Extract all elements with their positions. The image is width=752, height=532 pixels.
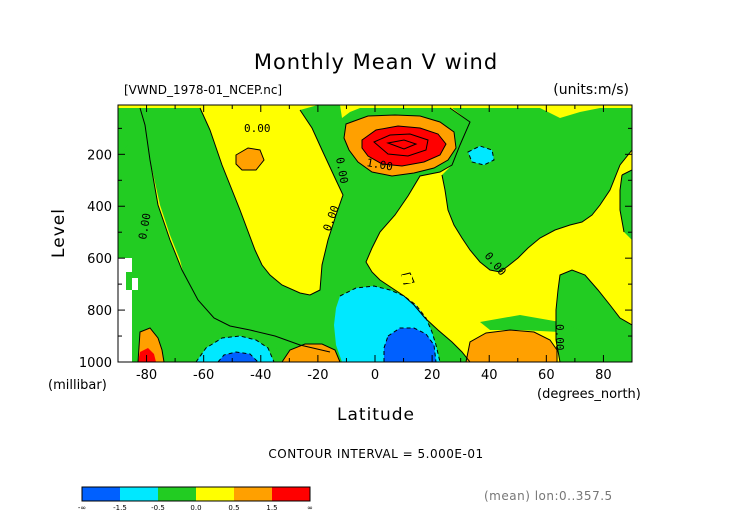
- units-label: (units:m/s): [553, 82, 629, 98]
- y-tick-label: 600: [87, 252, 112, 267]
- x-tick-label: -40: [250, 368, 271, 383]
- x-tick-label: 80: [595, 368, 612, 383]
- x-tick-label: -80: [136, 368, 157, 383]
- fill-band-05-15: [236, 148, 264, 170]
- fill-band-neg05-0: [118, 128, 128, 152]
- x-tick-label: -20: [307, 368, 328, 383]
- colorbar-tick-label: -∞: [78, 504, 86, 512]
- fill-band-lt-neg15: [218, 352, 258, 362]
- fill-band-neg05-0: [118, 108, 380, 362]
- y-tick-label: 1000: [79, 356, 112, 371]
- colorbar-tick-label: 0.0: [190, 504, 201, 512]
- colorbar-tick-label: 1.5: [266, 504, 277, 512]
- y-tick-label: 200: [87, 148, 112, 163]
- y-tick-label: 400: [87, 200, 112, 215]
- x-tick-label: 0: [371, 368, 379, 383]
- colorbar-swatch: [158, 487, 196, 501]
- y-unit-label: (millibar): [48, 378, 107, 393]
- colorbar-labels: -∞ -1.5 -0.5 0.0 0.5 1.5 ∞: [78, 504, 313, 512]
- fill-band-neg15-neg05: [468, 146, 494, 165]
- contour-label: 0.00: [553, 324, 566, 351]
- colorbar-tick-label: -1.5: [113, 504, 127, 512]
- y-tick-label: 800: [87, 304, 112, 319]
- fill-band-05-15: [466, 330, 557, 362]
- contour-interval-label: CONTOUR INTERVAL = 5.000E-01: [268, 447, 483, 461]
- colorbar-tick-label: ∞: [307, 504, 313, 512]
- fill-band-lt-neg15: [384, 328, 436, 362]
- colorbar-swatch: [82, 487, 120, 501]
- contour-label: 0.00: [333, 156, 350, 184]
- colorbar-frame: [81, 486, 311, 502]
- y-axis: 200 400 600 800 1000: [79, 127, 632, 371]
- colorbar-swatch: [196, 487, 234, 501]
- y-axis-title: Level: [49, 208, 69, 258]
- chart-title: Monthly Mean V wind: [254, 50, 498, 74]
- contour-lines-negative: [195, 145, 495, 362]
- x-tick-label: 20: [424, 368, 441, 383]
- colorbar-tick-label: -0.5: [151, 504, 165, 512]
- fill-band-neg05-0: [480, 315, 580, 332]
- x-axis: -80 -60 -40 -20 0 20 40 60 80: [117, 105, 633, 383]
- x-axis-title: Latitude: [337, 405, 415, 425]
- colorbar-swatch: [272, 487, 310, 501]
- x-tick-label: -60: [193, 368, 214, 383]
- colorbar-tick-label: 0.5: [228, 504, 239, 512]
- x-tick-label: 40: [481, 368, 498, 383]
- fill-band-05-15: [282, 344, 340, 362]
- x-unit-label: (degrees_north): [537, 387, 641, 402]
- contour-label: 0.00: [244, 122, 271, 135]
- mean-note: (mean) lon:0..357.5: [484, 489, 613, 503]
- fill-band-neg05-0: [620, 170, 632, 240]
- dataset-label: [VWND_1978-01_NCEP.nc]: [124, 83, 282, 97]
- fill-band-neg05-0: [556, 270, 632, 362]
- contour-label: 0.00: [136, 212, 153, 240]
- contour-lines: [137, 107, 632, 362]
- colorbar-swatch: [120, 487, 158, 501]
- contour-label: 1.00: [365, 156, 393, 173]
- fill-band-gt-15: [362, 126, 446, 166]
- colorbar-swatch: [234, 487, 272, 501]
- colorbar: [81, 486, 311, 502]
- x-tick-label: 60: [538, 368, 555, 383]
